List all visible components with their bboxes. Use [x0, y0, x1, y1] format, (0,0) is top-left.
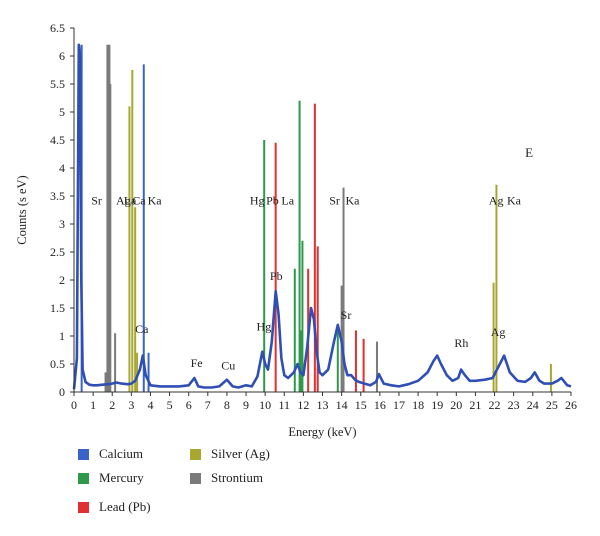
x-tick-label-22: 22 [489, 398, 501, 412]
x-tick-label-8: 8 [224, 398, 230, 412]
annotation-sr-0: Sr [91, 193, 102, 207]
annotation-ag-10: Ag [489, 193, 504, 207]
x-axis-title: Energy (keV) [288, 425, 356, 439]
legend: Calcium Silver (Ag) Mercury Strontium Le… [78, 446, 338, 526]
x-tick-label-4: 4 [147, 398, 153, 412]
x-tick-label-23: 23 [508, 398, 520, 412]
annotation-ka-4: Ka [148, 193, 163, 207]
annotation-rh-18: Rh [454, 336, 468, 350]
annotation-ag-19: Ag [491, 325, 506, 339]
x-tick-label-6: 6 [186, 398, 192, 412]
y-tick-label-2: 1 [59, 329, 65, 343]
x-tick-label-9: 9 [243, 398, 249, 412]
y-tick-label-0: 0 [59, 385, 65, 399]
annotation-sr-15: Sr [341, 308, 352, 322]
y-tick-label-6: 3 [59, 217, 65, 231]
annotation-ag-1: Ag [116, 193, 131, 207]
x-tick-label-18: 18 [412, 398, 424, 412]
legend-swatch-strontium [190, 472, 201, 484]
y-tick-label-3: 1.5 [50, 301, 65, 315]
x-tick-label-16: 16 [374, 398, 386, 412]
y-tick-label-12: 6 [59, 49, 65, 63]
y-tick-label-8: 4 [59, 161, 65, 175]
y-tick-label-9: 4.5 [50, 133, 65, 147]
y-axis-title: Counts (s eV) [15, 175, 29, 244]
annotation-ka-11: Ka [507, 193, 522, 207]
x-tick-label-10: 10 [259, 398, 271, 412]
annotation-hg-5: Hg [250, 193, 265, 207]
x-tick-label-24: 24 [527, 398, 539, 412]
x-tick-label-15: 15 [355, 398, 367, 412]
legend-label-calcium: Calcium [99, 446, 144, 461]
legend-item-calcium: Calcium [78, 446, 143, 462]
x-tick-label-14: 14 [336, 398, 348, 412]
legend-swatch-silver [190, 448, 201, 460]
x-tick-label-13: 13 [317, 398, 329, 412]
annotation-pb-6: Pb [266, 193, 279, 207]
y-tick-label-4: 2 [59, 273, 65, 287]
legend-item-strontium: Strontium [190, 470, 263, 486]
legend-label-silver: Silver (Ag) [211, 446, 270, 461]
x-tick-label-17: 17 [393, 398, 405, 412]
chart: 0 1 2 3 4 5 6 7 8 9 10 11 12 13 14 15 16 17 18 19 20 21 22 23 24… [15, 21, 577, 439]
x-tick-label-25: 25 [546, 398, 558, 412]
annotation-cu-17: Cu [221, 359, 235, 373]
annotation-fe-16: Fe [191, 356, 203, 370]
x-tick-label-0: 0 [71, 398, 77, 412]
x-tick-label-21: 21 [469, 398, 481, 412]
spectrum-layer [72, 43, 572, 390]
legend-label-mercury: Mercury [99, 470, 144, 485]
axes: 0 1 2 3 4 5 6 7 8 9 10 11 12 13 14 15 16 17 18 19 20 21 22 23 24… [15, 21, 577, 439]
y-tick-label-13: 6.5 [50, 21, 65, 35]
x-tick-label-7: 7 [205, 398, 211, 412]
y-tick-label-5: 2.5 [50, 245, 65, 259]
y-tick-label-7: 3.5 [50, 189, 65, 203]
legend-label-strontium: Strontium [211, 470, 264, 485]
y-tick-label-11: 5.5 [50, 77, 65, 91]
x-tick-label-1: 1 [90, 398, 96, 412]
annotation-pb-12: Pb [270, 269, 283, 283]
x-tick-label-20: 20 [450, 398, 462, 412]
legend-item-silver: Silver (Ag) [190, 446, 270, 462]
legend-swatch-mercury [78, 472, 89, 484]
legend-label-lead: Lead (Pb) [99, 499, 151, 514]
annotation-hg-14: Hg [257, 319, 272, 333]
annotation-la-2: La [124, 193, 137, 207]
annotation-la-7: La [281, 193, 294, 207]
annotation-ca-13: Ca [135, 322, 149, 336]
annotation-ka-9: Ka [345, 193, 360, 207]
x-tick-label-11: 11 [278, 398, 290, 412]
y-tick-label-10: 5 [59, 105, 65, 119]
legend-swatch-calcium [78, 448, 89, 460]
spectrum-line [72, 43, 572, 390]
x-tick-label-5: 5 [167, 398, 173, 412]
legend-swatch-lead [78, 501, 89, 513]
legend-item-lead: Lead (Pb) [78, 499, 151, 515]
annotation-ca-3: Ca [132, 193, 146, 207]
x-tick-label-3: 3 [128, 398, 134, 412]
panel-label: E [525, 145, 533, 160]
x-tick-label-19: 19 [431, 398, 443, 412]
x-tick-label-2: 2 [109, 398, 115, 412]
annotation-sr-8: Sr [329, 193, 340, 207]
x-tick-label-26: 26 [565, 398, 577, 412]
x-tick-label-12: 12 [297, 398, 309, 412]
legend-item-mercury: Mercury [78, 470, 144, 486]
y-tick-label-1: 0.5 [50, 357, 65, 371]
